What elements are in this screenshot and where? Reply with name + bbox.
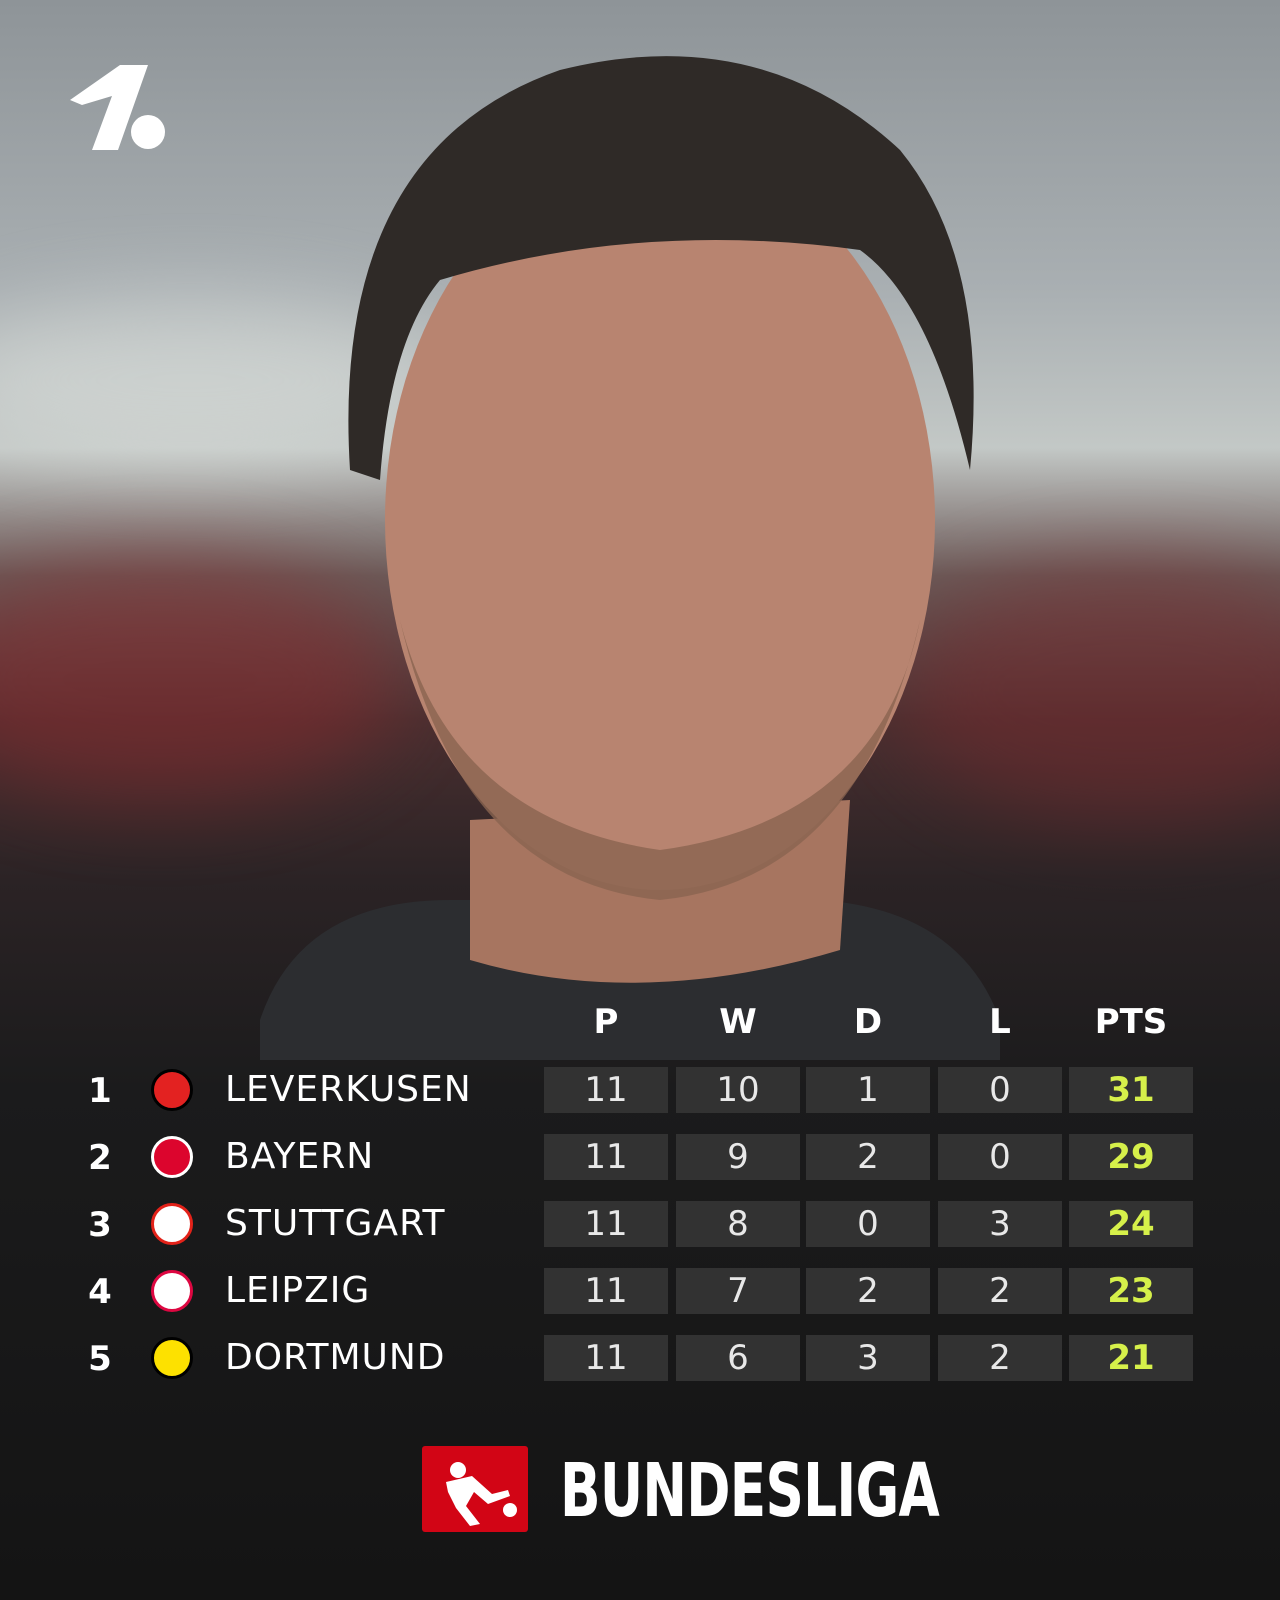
- team-crest: [151, 1069, 193, 1111]
- stat-cell: 0: [938, 1067, 1062, 1113]
- rank: 1: [88, 1071, 112, 1111]
- team-name: LEIPZIG: [225, 1270, 371, 1311]
- stadium-stand: [900, 560, 1280, 820]
- stat-cell: 11: [544, 1201, 668, 1247]
- brand-logo: [70, 65, 165, 150]
- points-cell: 24: [1069, 1201, 1193, 1247]
- stat-cell: 3: [806, 1335, 930, 1381]
- team-crest: [151, 1337, 193, 1379]
- team-name: LEVERKUSEN: [225, 1069, 472, 1110]
- points-cell: 31: [1069, 1067, 1193, 1113]
- face: [385, 150, 935, 890]
- stadium-stand: [0, 560, 400, 800]
- stat-cell: 2: [806, 1134, 930, 1180]
- team-crest: [151, 1203, 193, 1245]
- team-crest: [151, 1270, 193, 1312]
- team-name: STUTTGART: [225, 1203, 446, 1244]
- stat-cell: 8: [676, 1201, 800, 1247]
- stat-cell: 1: [806, 1067, 930, 1113]
- stat-cell: 9: [676, 1134, 800, 1180]
- stat-cell: 2: [938, 1335, 1062, 1381]
- stat-cell: 0: [806, 1201, 930, 1247]
- stat-cell: 11: [544, 1067, 668, 1113]
- points-cell: 29: [1069, 1134, 1193, 1180]
- column-header: L: [989, 1002, 1011, 1042]
- column-header: D: [853, 1002, 883, 1042]
- stat-cell: 10: [676, 1067, 800, 1113]
- stat-cell: 3: [938, 1201, 1062, 1247]
- stat-cell: 11: [544, 1268, 668, 1314]
- stat-cell: 2: [806, 1268, 930, 1314]
- team-name: BAYERN: [225, 1136, 375, 1177]
- stat-cell: 2: [938, 1268, 1062, 1314]
- team-crest: [151, 1136, 193, 1178]
- rank: 5: [88, 1339, 112, 1379]
- stat-cell: 7: [676, 1268, 800, 1314]
- rank: 2: [88, 1138, 112, 1178]
- stat-cell: 0: [938, 1134, 1062, 1180]
- league-name: BUNDESLIGA: [560, 1448, 940, 1534]
- column-header: PTS: [1094, 1002, 1168, 1042]
- beard: [400, 620, 920, 900]
- rank: 4: [88, 1272, 112, 1312]
- stat-cell: 6: [676, 1335, 800, 1381]
- team-name: DORTMUND: [225, 1337, 446, 1378]
- league-icon: [446, 1462, 517, 1526]
- hair: [348, 56, 974, 480]
- stat-cell: 11: [544, 1335, 668, 1381]
- column-header: P: [593, 1002, 619, 1042]
- league-logo: [422, 1446, 528, 1532]
- stat-cell: 11: [544, 1134, 668, 1180]
- rank: 3: [88, 1205, 112, 1245]
- points-cell: 21: [1069, 1335, 1193, 1381]
- column-header: W: [719, 1002, 757, 1042]
- points-cell: 23: [1069, 1268, 1193, 1314]
